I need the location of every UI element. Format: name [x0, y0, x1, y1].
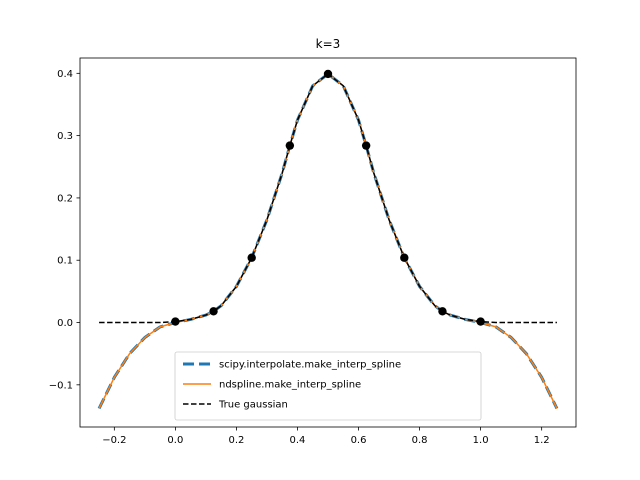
- y-tick-label: 0.0: [57, 318, 73, 329]
- axis-ticks: −0.2 0.0 0.2 0.4 0.6 0.8 1.0 1.2 −0.1 0.0 0.1 0.2 0.…: [49, 69, 550, 446]
- legend-box: [174, 351, 482, 421]
- x-tick-label: 0.2: [228, 435, 244, 446]
- x-tick-label: 0.8: [412, 435, 428, 446]
- x-tick-label: 0.0: [167, 435, 183, 446]
- legend-label-0: scipy.interpolate.make_interp_spline: [219, 360, 401, 371]
- data-point: [171, 317, 180, 326]
- data-point: [247, 253, 256, 262]
- y-tick-label: −0.1: [49, 380, 73, 391]
- x-tick-label: 0.4: [290, 435, 306, 446]
- y-tick-label: 0.3: [57, 131, 73, 142]
- x-tick-label: 1.0: [473, 435, 489, 446]
- data-point: [323, 69, 333, 79]
- data-point: [400, 253, 409, 262]
- y-tick-label: 0.4: [57, 69, 73, 80]
- axes-frame: [79, 57, 577, 428]
- x-tick-label: 1.2: [534, 435, 550, 446]
- y-tick-label: 0.2: [57, 193, 73, 204]
- legend-label-1: ndspline.make_interp_spline: [219, 380, 361, 391]
- data-point: [361, 141, 371, 150]
- data-point: [438, 307, 447, 316]
- data-point: [285, 141, 295, 150]
- chart-title: k=3: [316, 37, 341, 51]
- data-point: [209, 307, 218, 316]
- x-tick-label: 0.6: [351, 435, 367, 446]
- legend-label-2: True gaussian: [218, 400, 288, 411]
- x-tick-label: −0.2: [102, 435, 126, 446]
- data-point: [476, 317, 485, 326]
- y-tick-label: 0.1: [57, 256, 73, 267]
- plot-area: [97, 69, 559, 410]
- legend: scipy.interpolate.make_interp_splinendsp…: [174, 351, 482, 421]
